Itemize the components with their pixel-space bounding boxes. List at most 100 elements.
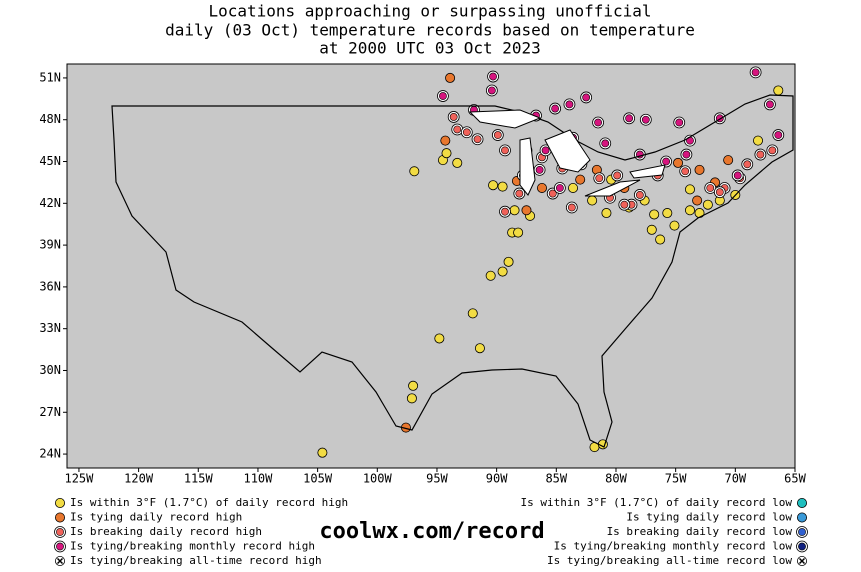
- lake: [629, 164, 666, 179]
- marker-core: [751, 68, 760, 77]
- x-tick-label: 125W: [64, 472, 94, 486]
- marker-dot: [503, 256, 514, 267]
- record-point: [684, 205, 695, 216]
- record-point: [409, 166, 420, 177]
- marker-dot: [497, 266, 508, 277]
- legend-marker: [55, 512, 66, 523]
- record-point: [649, 209, 660, 220]
- record-point: [611, 169, 624, 182]
- marker-dot: [797, 497, 808, 508]
- marker-core: [675, 118, 684, 127]
- marker-dot: [601, 208, 612, 219]
- record-point: [639, 113, 652, 126]
- marker-dot: [408, 380, 419, 391]
- record-point: [445, 72, 456, 83]
- x-tick-label: 65W: [784, 472, 806, 486]
- record-point: [488, 180, 499, 191]
- legend-label: Is tying/breaking all-time record low: [547, 554, 792, 567]
- legend-marker: [55, 497, 66, 508]
- marker-dot: [409, 166, 420, 177]
- marker-core: [641, 115, 650, 124]
- marker-dot: [434, 333, 445, 344]
- record-point: [601, 208, 612, 219]
- record-point: [764, 98, 776, 111]
- marker-core: [715, 188, 724, 197]
- us-outline: [111, 94, 794, 448]
- marker-cross: [56, 557, 64, 565]
- marker-core: [515, 189, 524, 198]
- record-point: [773, 85, 784, 96]
- record-point: [437, 90, 449, 102]
- marker-core: [756, 150, 765, 159]
- marker-core: [594, 118, 602, 127]
- marker-core: [613, 171, 622, 180]
- legend-marker: [55, 556, 66, 567]
- record-point: [731, 169, 744, 182]
- x-tick-label: 75W: [665, 472, 687, 486]
- x-tick-label: 80W: [605, 472, 627, 486]
- record-point: [655, 234, 666, 245]
- marker-core: [489, 72, 497, 81]
- record-point: [741, 158, 754, 171]
- marker-core: [462, 128, 471, 137]
- marker-dot: [655, 234, 666, 245]
- record-point: [694, 164, 705, 175]
- marker-dot: [488, 180, 499, 191]
- record-point: [669, 220, 680, 231]
- record-point: [447, 111, 460, 123]
- marker-core: [439, 92, 447, 100]
- marker-dot: [467, 308, 478, 319]
- record-point: [575, 174, 586, 185]
- record-point: [580, 91, 593, 104]
- marker-core: [706, 184, 715, 192]
- record-point: [485, 270, 496, 281]
- marker-core: [766, 100, 774, 109]
- record-point: [406, 393, 417, 404]
- marker-dot: [452, 157, 463, 168]
- record-point: [452, 157, 463, 168]
- legend-label: Is breaking daily record high: [70, 525, 262, 538]
- marker-dot: [694, 164, 705, 175]
- marker-core: [449, 113, 458, 121]
- marker-dot: [55, 512, 66, 523]
- record-point: [317, 447, 328, 458]
- record-point: [684, 184, 695, 195]
- x-tick-label: 85W: [545, 472, 567, 486]
- marker-core: [595, 174, 604, 183]
- record-point: [521, 205, 532, 216]
- marker-core: [798, 528, 806, 536]
- marker-dot: [568, 182, 579, 193]
- legend-marker: [54, 540, 66, 553]
- marker-core: [453, 125, 462, 134]
- record-point: [753, 135, 764, 146]
- x-tick-label: 105W: [303, 472, 333, 486]
- record-point: [723, 155, 734, 166]
- record-point: [513, 187, 526, 200]
- marker-dot: [509, 205, 520, 216]
- marker-core: [493, 131, 502, 139]
- marker-dot: [797, 512, 808, 523]
- record-point: [673, 157, 684, 168]
- legend-label: Is within 3°F (1.7°C) of daily record hi…: [70, 496, 348, 509]
- marker-core: [555, 184, 564, 192]
- legend-label: Is breaking daily record low: [607, 525, 793, 538]
- y-tick-label: 45N: [39, 154, 61, 168]
- y-tick-label: 39N: [39, 238, 61, 252]
- marker-core: [682, 150, 691, 159]
- legend-marker: [796, 526, 808, 538]
- record-point: [704, 182, 717, 194]
- marker-dot: [474, 343, 485, 354]
- y-tick-label: 48N: [39, 112, 61, 126]
- record-point: [565, 201, 578, 214]
- marker-dot: [662, 208, 673, 219]
- plot-area: [66, 63, 796, 469]
- marker-core: [625, 114, 634, 123]
- marker-core: [662, 157, 671, 166]
- marker-core: [548, 189, 557, 198]
- marker-core: [774, 131, 783, 139]
- record-point: [474, 343, 485, 354]
- marker-dot: [773, 85, 784, 96]
- x-tick-label: 70W: [724, 472, 746, 486]
- record-point: [673, 116, 686, 129]
- marker-core: [681, 167, 690, 176]
